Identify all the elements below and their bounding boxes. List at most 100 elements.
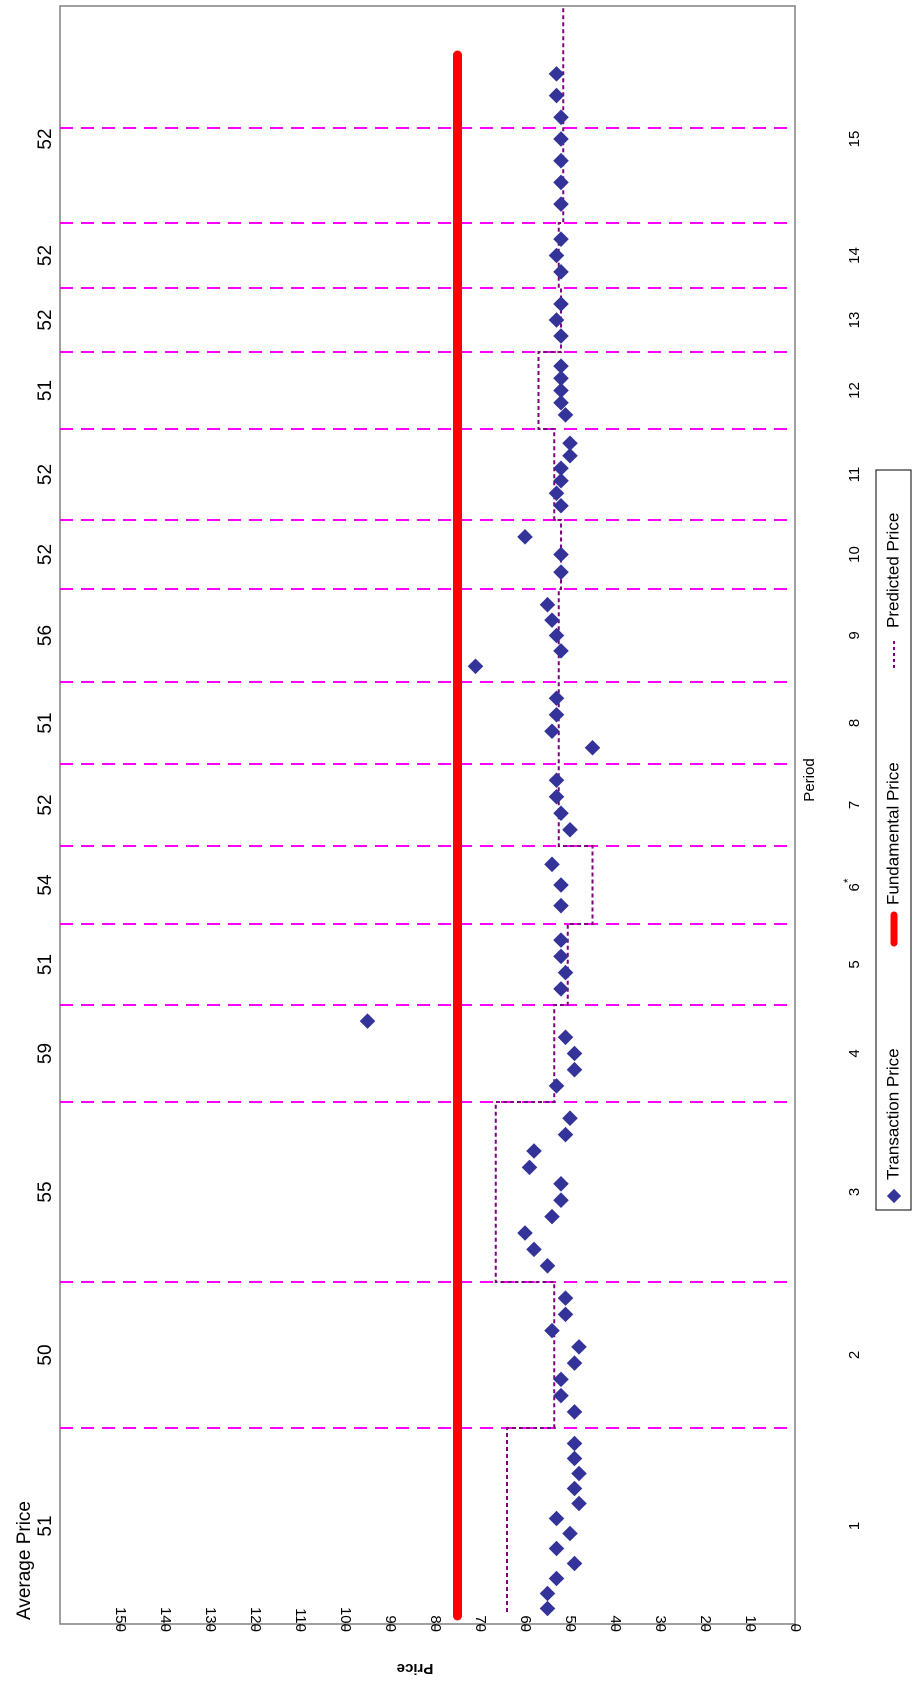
transaction-price-point	[566, 1555, 583, 1572]
price-tick-label: 90	[382, 1615, 399, 1632]
transaction-price-point	[553, 1387, 569, 1404]
period-label: 4	[846, 1049, 863, 1057]
transaction-price-point	[526, 1241, 542, 1258]
transaction-price-point	[557, 1306, 574, 1323]
transaction-price-point	[557, 1290, 574, 1306]
price-tick-label: 40	[607, 1615, 624, 1632]
average-price-value: 59	[35, 1043, 56, 1064]
average-price-header: Average Price	[14, 1501, 35, 1620]
transaction-price-point	[548, 1570, 565, 1587]
period-label: 7	[846, 801, 863, 809]
average-price-value: 51	[35, 954, 56, 975]
transaction-price-point	[553, 877, 569, 893]
legend: Transaction Price Fundamental Price Predic…	[875, 469, 912, 1211]
transaction-price-point	[517, 529, 533, 545]
price-tick-label: 100	[337, 1607, 354, 1632]
transaction-price-point	[553, 805, 569, 822]
transaction-price-point	[548, 706, 565, 723]
price-tick-label: 10	[742, 1615, 759, 1632]
period-label: 11	[846, 467, 863, 483]
average-price-value: 54	[35, 874, 56, 896]
average-price-value: 56	[35, 625, 56, 646]
transaction-price-point	[544, 1322, 560, 1339]
transaction-price-point	[553, 546, 569, 563]
transaction-price-point	[539, 596, 556, 613]
period-label: 9	[846, 631, 863, 639]
transaction-price-point	[571, 1465, 587, 1482]
transaction-price-point	[553, 131, 569, 147]
period-label: 5	[846, 960, 863, 968]
period-axis-title: Period	[801, 758, 818, 801]
price-tick-label: 70	[472, 1615, 489, 1632]
transaction-price-point	[521, 1159, 538, 1176]
average-price-value: 50	[35, 1344, 56, 1365]
legend-entries: Transaction Price Fundamental Price Predic…	[883, 513, 902, 1204]
period-label: 12	[846, 382, 863, 399]
transaction-price-point	[557, 1126, 574, 1143]
legend-transaction-label: Transaction Price	[883, 1048, 902, 1180]
period-label: 1	[846, 1522, 863, 1530]
transaction-price-point	[553, 196, 569, 212]
transaction-price-point	[548, 772, 565, 789]
transaction-price-point	[566, 1061, 583, 1078]
price-tick-label: 150	[112, 1607, 129, 1632]
price-tick-label: 30	[652, 1615, 669, 1632]
price-axis: 0 10 20 30 40 50 60 70 80 90 100 110 120 130 140 150	[112, 1607, 804, 1632]
transaction-price-point	[557, 1029, 574, 1046]
average-price-value: 52	[35, 794, 56, 815]
transaction-price-point	[566, 1480, 583, 1497]
transaction-price-point	[584, 739, 601, 756]
period-label: 8	[846, 719, 863, 727]
plot-area	[59, 5, 796, 1625]
transaction-price-point	[553, 643, 569, 659]
average-price-value: 51	[35, 1515, 56, 1536]
legend-transaction-marker	[886, 1188, 902, 1204]
legend-predicted-label: Predicted Price	[883, 513, 902, 628]
transaction-price-point	[553, 897, 569, 914]
transaction-price-point	[548, 1510, 565, 1527]
transaction-price-point	[539, 1258, 556, 1274]
transaction-price-point	[548, 1540, 565, 1557]
period-label: 3	[846, 1188, 863, 1196]
transaction-price-point	[571, 1339, 587, 1355]
average-price-value: 52	[35, 544, 56, 565]
price-tick-label: 140	[157, 1607, 174, 1632]
transaction-price-point	[571, 1495, 587, 1512]
average-price-value: 51	[35, 712, 56, 733]
transaction-price-point	[517, 1225, 533, 1241]
transaction-price-point	[548, 1078, 565, 1094]
transaction-price-point	[553, 564, 569, 580]
average-price-row: Average Price 515055595154525156525251525…	[14, 128, 56, 1620]
price-tick-label: 20	[697, 1615, 714, 1632]
transaction-price-point	[566, 1045, 583, 1062]
transaction-price-point	[566, 1355, 583, 1371]
transaction-price-point	[566, 1404, 583, 1420]
legend-box	[875, 469, 912, 1211]
transaction-price-point	[553, 932, 569, 948]
price-tick-label: 110	[292, 1608, 309, 1632]
average-price-value: 52	[35, 245, 56, 266]
average-price-value: 55	[35, 1181, 56, 1202]
price-tick-label: 0	[787, 1624, 804, 1632]
period-label: 15	[846, 131, 863, 148]
period-label: 14	[846, 247, 863, 264]
transaction-price-point	[544, 1208, 560, 1225]
transaction-price-point	[553, 1192, 569, 1208]
period-label: 10	[846, 546, 863, 563]
price-tick-label: 120	[247, 1607, 264, 1632]
period-superscript: *	[841, 878, 855, 883]
transaction-price-point	[544, 612, 560, 628]
transaction-price-point	[553, 1371, 569, 1388]
transaction-price-point	[544, 723, 560, 740]
price-tick-label: 60	[517, 1615, 534, 1632]
transaction-price-point	[539, 1585, 556, 1602]
transaction-price-point	[566, 1450, 583, 1467]
transaction-price-point	[539, 1600, 556, 1617]
average-price-value: 52	[35, 128, 56, 149]
period-label: 2	[846, 1351, 863, 1359]
transaction-price-point	[553, 948, 569, 965]
price-tick-label: 50	[562, 1615, 579, 1632]
price-axis-title: Price	[397, 1660, 434, 1677]
